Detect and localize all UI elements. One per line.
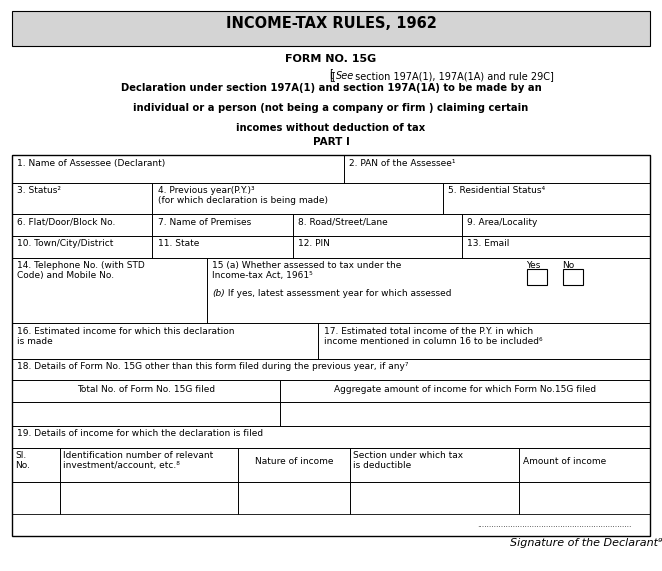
Bar: [344, 155, 650, 183]
Text: 12. PIN: 12. PIN: [298, 239, 330, 248]
Bar: [280, 380, 650, 402]
Bar: [293, 214, 462, 236]
Text: Amount of income: Amount of income: [522, 457, 606, 466]
Text: 6. Flat/Door/Block No.: 6. Flat/Door/Block No.: [17, 218, 116, 227]
Text: [: [: [329, 68, 333, 78]
Text: Identification number of relevant
investment/account, etc.⁸: Identification number of relevant invest…: [63, 451, 213, 470]
Bar: [12, 482, 60, 514]
Bar: [280, 402, 650, 426]
Text: 9. Area/Locality: 9. Area/Locality: [467, 218, 538, 227]
Bar: [318, 323, 650, 359]
Text: 14. Telephone No. (with STD: 14. Telephone No. (with STD: [17, 261, 145, 270]
Bar: [519, 482, 650, 514]
Bar: [152, 183, 443, 214]
Text: 15 (a) Whether assessed to tax under the: 15 (a) Whether assessed to tax under the: [212, 261, 401, 270]
Text: (b): (b): [212, 289, 224, 298]
Bar: [12, 448, 60, 482]
Text: section 197A(1), 197A(1A) and rule 29C]: section 197A(1), 197A(1A) and rule 29C]: [352, 71, 553, 82]
Text: 17. Estimated total income of the P.Y. in which: 17. Estimated total income of the P.Y. i…: [324, 327, 533, 336]
Bar: [462, 236, 650, 258]
Text: 19. Details of income for which the declaration is filed: 19. Details of income for which the decl…: [17, 429, 263, 439]
Text: 4. Previous year(P.Y.)³: 4. Previous year(P.Y.)³: [158, 186, 254, 195]
Bar: [12, 402, 280, 426]
Text: 18. Details of Form No. 15G other than this form filed during the previous year,: 18. Details of Form No. 15G other than t…: [17, 362, 408, 371]
Bar: [462, 214, 650, 236]
Bar: [60, 482, 238, 514]
Text: ¹: ¹: [329, 53, 333, 62]
Bar: [563, 269, 583, 285]
Text: 10. Town/City/District: 10. Town/City/District: [17, 239, 114, 248]
Text: Nature of income: Nature of income: [255, 457, 334, 466]
Bar: [12, 214, 152, 236]
Text: Aggregate amount of income for which Form No.15G filed: Aggregate amount of income for which For…: [334, 385, 596, 394]
Text: 2. PAN of the Assessee¹: 2. PAN of the Assessee¹: [349, 159, 455, 168]
Text: 1. Name of Assessee (Declarant): 1. Name of Assessee (Declarant): [17, 159, 166, 168]
Bar: [152, 236, 293, 258]
Text: .................................................................: ........................................…: [477, 520, 631, 529]
Text: If yes, latest assessment year for which assessed: If yes, latest assessment year for which…: [225, 289, 451, 298]
Text: 3. Status²: 3. Status²: [17, 186, 61, 195]
Text: income mentioned in column 16 to be included⁶: income mentioned in column 16 to be incl…: [324, 337, 542, 346]
Text: INCOME-TAX RULES, 1962: INCOME-TAX RULES, 1962: [226, 16, 436, 31]
Text: Declaration under section 197A(1) and section 197A(1A) to be made by an: Declaration under section 197A(1) and se…: [120, 83, 542, 93]
Text: Income-tax Act, 1961⁵: Income-tax Act, 1961⁵: [212, 271, 312, 280]
Text: 13. Email: 13. Email: [467, 239, 510, 248]
Bar: [350, 482, 519, 514]
Bar: [12, 359, 650, 380]
Text: FORM NO. 15G: FORM NO. 15G: [285, 54, 377, 65]
Text: 5. Residential Status⁴: 5. Residential Status⁴: [448, 186, 545, 195]
Bar: [12, 155, 344, 183]
Text: Code) and Mobile No.: Code) and Mobile No.: [17, 271, 115, 280]
Text: Sl.
No.: Sl. No.: [15, 451, 30, 470]
Bar: [207, 258, 650, 323]
Text: 16. Estimated income for which this declaration: 16. Estimated income for which this decl…: [17, 327, 235, 336]
Bar: [12, 183, 152, 214]
Bar: [238, 448, 350, 482]
Text: (for which declaration is being made): (for which declaration is being made): [158, 196, 328, 206]
Bar: [293, 236, 462, 258]
Bar: [12, 236, 152, 258]
Bar: [12, 426, 650, 448]
Text: individual or a person (not being a company or firm ) claiming certain: individual or a person (not being a comp…: [133, 103, 529, 113]
Bar: [12, 380, 280, 402]
Bar: [12, 155, 650, 536]
Bar: [12, 323, 318, 359]
Bar: [527, 269, 547, 285]
Bar: [350, 448, 519, 482]
Text: is made: is made: [17, 337, 53, 346]
Text: [: [: [331, 71, 335, 82]
Text: PART I: PART I: [312, 137, 350, 147]
Bar: [12, 258, 207, 323]
Text: See: See: [336, 71, 354, 82]
Text: 11. State: 11. State: [158, 239, 199, 248]
Bar: [443, 183, 650, 214]
Text: [: [: [329, 71, 333, 82]
Bar: [60, 448, 238, 482]
Text: Yes: Yes: [526, 261, 540, 270]
Bar: [152, 214, 293, 236]
Text: 8. Road/Street/Lane: 8. Road/Street/Lane: [298, 218, 388, 227]
Text: Signature of the Declarant⁹: Signature of the Declarant⁹: [510, 538, 662, 548]
Text: No: No: [562, 261, 575, 270]
Bar: [519, 448, 650, 482]
Bar: [12, 11, 650, 46]
Text: Total No. of Form No. 15G filed: Total No. of Form No. 15G filed: [77, 385, 215, 394]
Text: incomes without deduction of tax: incomes without deduction of tax: [236, 123, 426, 133]
Text: 7. Name of Premises: 7. Name of Premises: [158, 218, 251, 227]
Text: Section under which tax
is deductible: Section under which tax is deductible: [354, 451, 463, 470]
Bar: [238, 482, 350, 514]
